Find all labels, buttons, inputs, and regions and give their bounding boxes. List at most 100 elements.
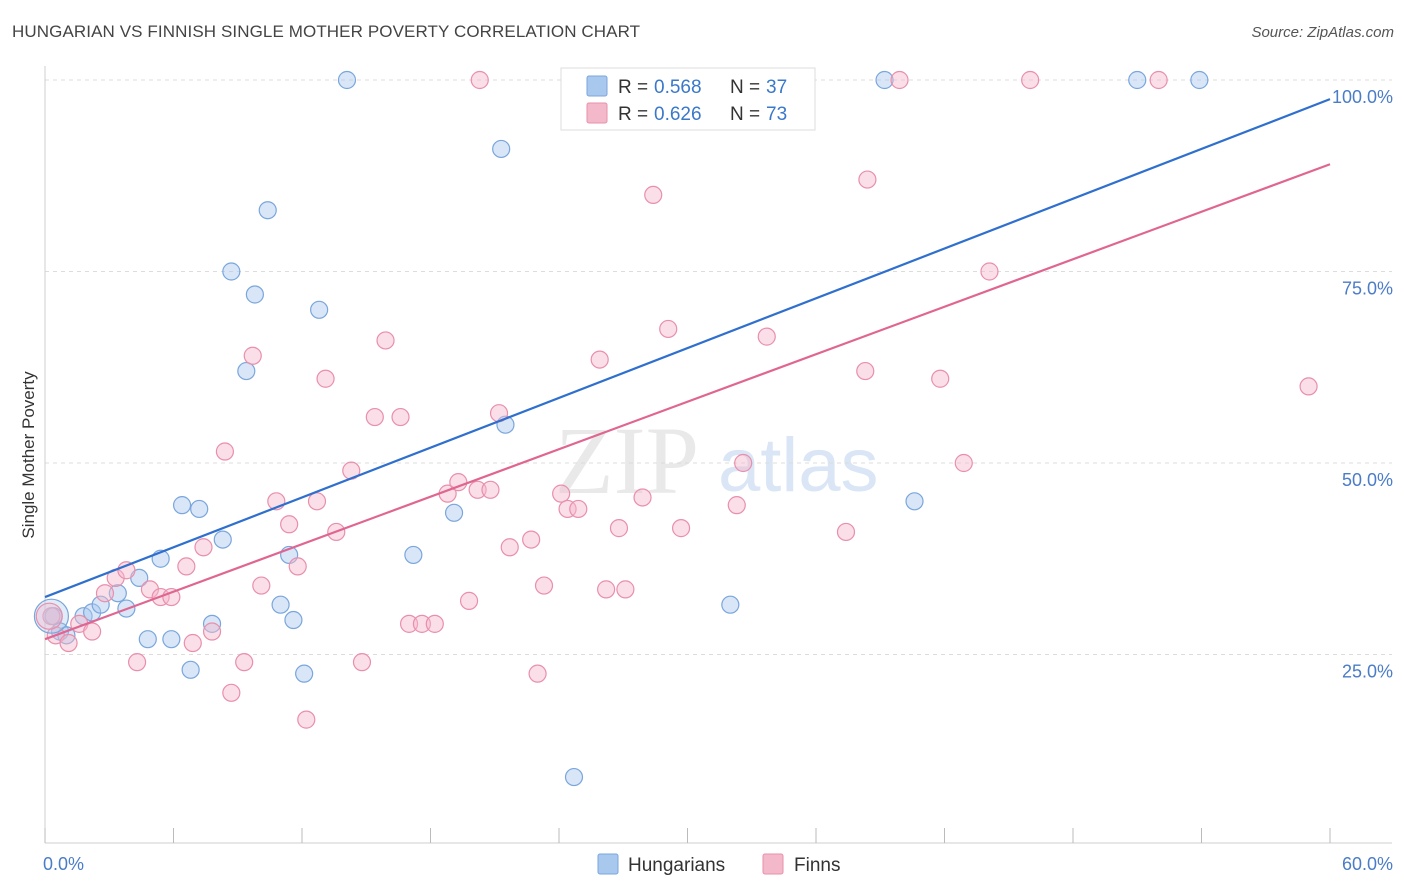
point-finns-51 xyxy=(609,519,629,538)
point-finns-33 xyxy=(399,614,419,633)
point-hungarians-21 xyxy=(271,595,290,614)
y-tick-label-75: 75.0% xyxy=(1342,279,1393,299)
point-finns-39 xyxy=(468,480,487,499)
trend-line-hungarians xyxy=(44,98,1331,599)
point-finns-8 xyxy=(127,653,147,672)
point-hungarians-34 xyxy=(905,492,924,511)
point-finns-11 xyxy=(162,587,181,607)
point-finns-44 xyxy=(528,664,547,683)
point-finns-13 xyxy=(183,633,202,653)
point-hungarians-16 xyxy=(213,530,232,549)
point-finns-72 xyxy=(470,70,489,90)
point-hungarians-20 xyxy=(258,201,277,220)
point-finns-50 xyxy=(597,580,616,599)
bottom-legend-label-finns: Finns xyxy=(794,855,840,876)
point-finns-23 xyxy=(288,557,307,576)
point-finns-22 xyxy=(280,515,299,534)
point-finns-66 xyxy=(931,369,950,388)
point-finns-70 xyxy=(1149,70,1168,90)
point-hungarians-19 xyxy=(245,285,264,304)
point-hungarians-33 xyxy=(875,70,894,90)
point-finns-48 xyxy=(569,499,588,519)
point-finns-46 xyxy=(552,484,571,503)
point-finns-43 xyxy=(522,530,541,549)
point-finns-2 xyxy=(59,633,78,653)
chart-title: HUNGARIAN VS FINNISH SINGLE MOTHER POVER… xyxy=(12,22,641,41)
point-finns-45 xyxy=(534,576,554,595)
point-hungarians-27 xyxy=(404,545,423,565)
point-finns-59 xyxy=(734,453,753,473)
bottom-legend-swatch-hungarians xyxy=(597,853,619,875)
point-finns-29 xyxy=(352,653,372,672)
point-finns-47 xyxy=(558,499,577,519)
point-finns-52 xyxy=(616,580,635,599)
point-finns-54 xyxy=(644,185,663,204)
point-hungarians-23 xyxy=(284,610,303,630)
source-credit: Source: ZipAtlas.com xyxy=(1251,24,1394,41)
bottom-legend-swatch-finns xyxy=(762,853,784,875)
point-finns-20 xyxy=(252,576,271,595)
x-tick-label-min: 0.0% xyxy=(43,854,84,874)
point-finns-17 xyxy=(222,683,241,702)
point-finns-34 xyxy=(412,614,432,633)
point-finns-71 xyxy=(1299,377,1318,396)
point-finns-38 xyxy=(459,591,479,610)
point-finns-26 xyxy=(316,369,335,388)
point-finns-63 xyxy=(856,361,875,381)
point-hungarians-35 xyxy=(1128,70,1147,90)
point-finns-25 xyxy=(307,492,327,511)
tick-labels: 25.0% 50.0% 75.0% 100.0% 0.0% 60.0% xyxy=(43,87,1393,874)
legend-r-label-hungarians: R = xyxy=(618,77,648,98)
point-finns-30 xyxy=(365,407,384,427)
point-hungarians-9 xyxy=(138,630,157,649)
axes xyxy=(44,66,1392,844)
top-legend: R = 0.568 N = 37 R = 0.626 N = 73 xyxy=(560,67,816,131)
legend-swatch-finns xyxy=(586,102,608,124)
point-finns-0 xyxy=(42,607,61,626)
point-finns-42 xyxy=(500,538,519,557)
bottom-legend-label-hungarians: Hungarians xyxy=(628,855,725,876)
point-finns-56 xyxy=(671,519,691,538)
point-finns-5 xyxy=(95,584,115,603)
point-hungarians-15 xyxy=(202,614,222,633)
bottom-legend: Hungarians Finns xyxy=(597,853,840,876)
point-hungarians-36 xyxy=(1190,70,1209,90)
point-finns-cluster xyxy=(35,602,63,630)
point-finns-49 xyxy=(590,350,609,369)
point-finns-31 xyxy=(376,331,395,350)
point-hungarians-cluster xyxy=(33,598,70,634)
point-finns-62 xyxy=(836,522,856,542)
point-finns-14 xyxy=(194,538,213,557)
point-hungarians-25 xyxy=(310,300,329,319)
legend-r-value-hungarians: 0.568 xyxy=(654,77,702,98)
point-hungarians-28 xyxy=(444,503,464,522)
data-points xyxy=(33,70,1318,787)
point-finns-64 xyxy=(858,170,877,189)
legend-n-label-hungarians: N = xyxy=(730,77,760,98)
point-finns-19 xyxy=(243,346,262,365)
point-hungarians-32 xyxy=(721,595,740,614)
point-hungarians-29 xyxy=(492,139,511,159)
legend-r-label-finns: R = xyxy=(618,104,648,125)
point-hungarians-5 xyxy=(91,595,110,614)
legend-n-value-finns: 73 xyxy=(766,104,787,125)
point-finns-15 xyxy=(202,622,222,641)
legend-n-value-hungarians: 37 xyxy=(766,77,787,98)
point-hungarians-24 xyxy=(295,664,314,683)
point-hungarians-12 xyxy=(172,496,192,515)
legend-n-label-finns: N = xyxy=(730,104,760,125)
point-finns-69 xyxy=(1021,70,1040,90)
point-hungarians-31 xyxy=(564,767,584,787)
legend-r-value-finns: 0.626 xyxy=(654,104,702,125)
point-finns-32 xyxy=(391,407,410,427)
point-finns-60 xyxy=(757,327,776,346)
point-hungarians-11 xyxy=(162,630,181,649)
legend-swatch-hungarians xyxy=(586,75,608,97)
point-hungarians-17 xyxy=(222,262,241,281)
y-axis-title: Single Mother Poverty xyxy=(19,371,38,539)
point-hungarians-14 xyxy=(190,499,209,519)
x-tick-label-max: 60.0% xyxy=(1342,854,1393,874)
y-tick-label-25: 25.0% xyxy=(1342,662,1393,682)
point-finns-53 xyxy=(633,488,652,507)
